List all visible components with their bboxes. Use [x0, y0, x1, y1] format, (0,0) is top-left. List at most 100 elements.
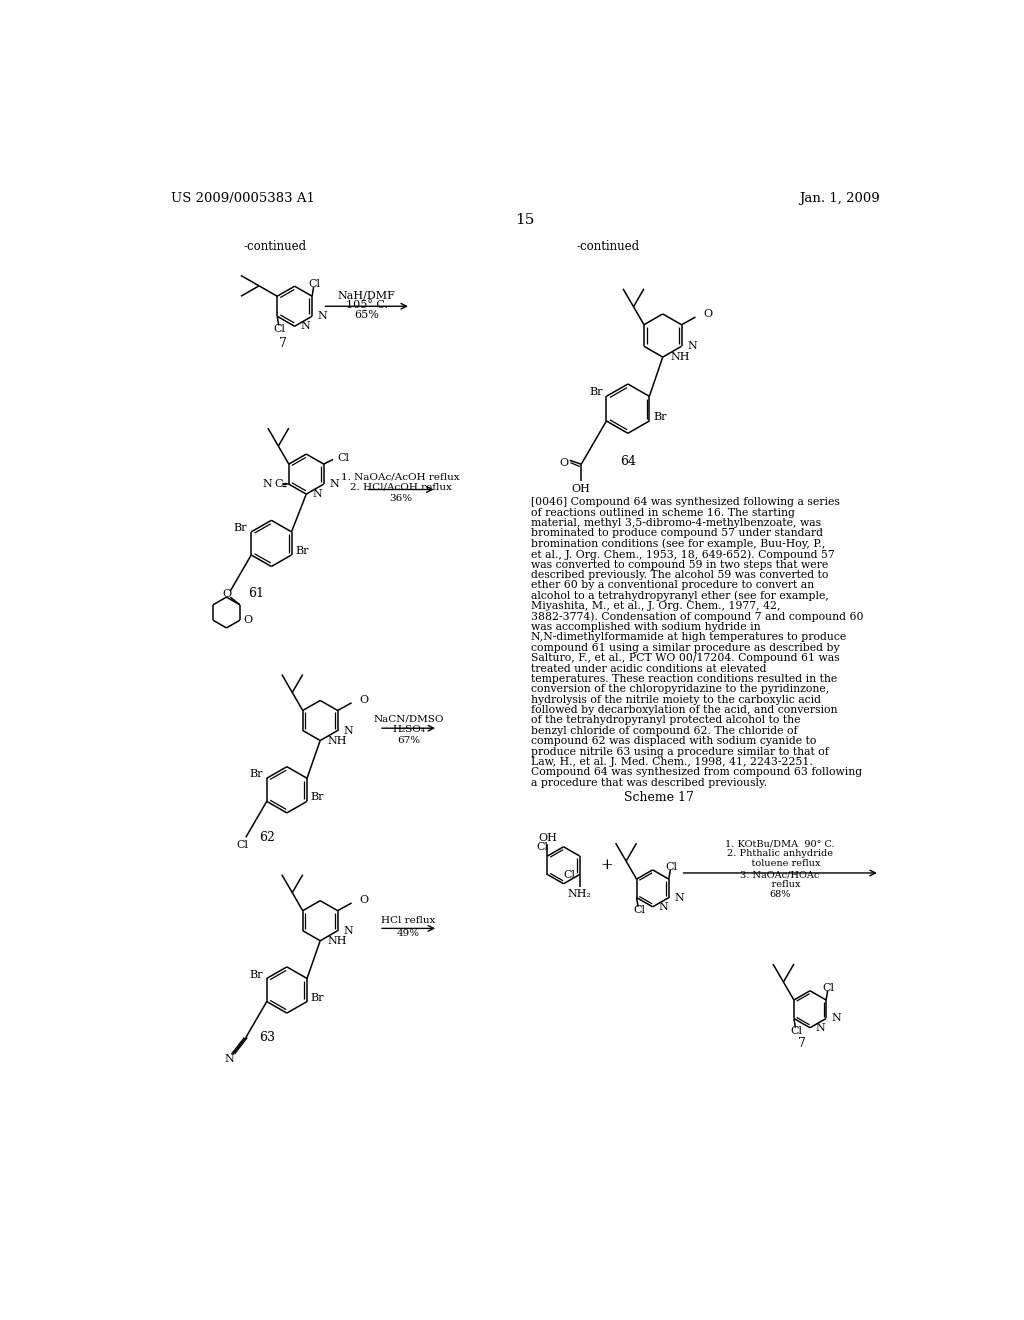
Text: Salturo, F., et al., PCT WO 00/17204. Compound 61 was: Salturo, F., et al., PCT WO 00/17204. Co… — [531, 653, 840, 663]
Text: Compound 64 was synthesized from compound 63 following: Compound 64 was synthesized from compoun… — [531, 767, 862, 777]
Text: NH: NH — [671, 352, 690, 362]
Text: N: N — [317, 312, 328, 321]
Text: bromination conditions (see for example, Buu-Hoy, P.,: bromination conditions (see for example,… — [531, 539, 825, 549]
Text: Cl: Cl — [666, 862, 677, 871]
Text: 15: 15 — [515, 213, 535, 227]
Text: was accomplished with sodium hydride in: was accomplished with sodium hydride in — [531, 622, 761, 632]
Text: Cl: Cl — [791, 1026, 802, 1036]
Text: a procedure that was described previously.: a procedure that was described previousl… — [531, 777, 767, 788]
Text: Br: Br — [295, 546, 309, 556]
Text: described previously. The alcohol 59 was converted to: described previously. The alcohol 59 was… — [531, 570, 828, 579]
Text: Cl: Cl — [308, 279, 321, 289]
Text: 7: 7 — [280, 337, 287, 350]
Text: Br: Br — [311, 993, 325, 1003]
Text: Scheme 17: Scheme 17 — [624, 791, 694, 804]
Text: NaCN/DMSO: NaCN/DMSO — [374, 714, 443, 723]
Text: 67%: 67% — [397, 737, 420, 744]
Text: NaH/DMF: NaH/DMF — [338, 290, 395, 301]
Text: reflux: reflux — [760, 880, 801, 888]
Text: 63: 63 — [259, 1031, 275, 1044]
Text: 1. KOtBu/DMA  90° C.: 1. KOtBu/DMA 90° C. — [725, 840, 835, 849]
Text: 36%: 36% — [389, 494, 413, 503]
Text: NH: NH — [328, 735, 347, 746]
Text: treated under acidic conditions at elevated: treated under acidic conditions at eleva… — [531, 664, 767, 673]
Text: [0046] Compound 64 was synthesized following a series: [0046] Compound 64 was synthesized follo… — [531, 498, 840, 507]
Text: N: N — [815, 1023, 825, 1032]
Text: N: N — [674, 892, 684, 903]
Text: material, methyl 3,5-dibromo-4-methylbenzoate, was: material, methyl 3,5-dibromo-4-methylben… — [531, 517, 821, 528]
Text: 105° C.: 105° C. — [346, 300, 388, 310]
Text: 65%: 65% — [354, 310, 379, 321]
Text: NH: NH — [328, 936, 347, 945]
Text: 3882-3774). Condensation of compound 7 and compound 60: 3882-3774). Condensation of compound 7 a… — [531, 611, 863, 622]
Text: was converted to compound 59 in two steps that were: was converted to compound 59 in two step… — [531, 560, 828, 569]
Text: Cl: Cl — [563, 870, 574, 879]
Text: -continued: -continued — [244, 240, 307, 253]
Text: followed by decarboxylation of the acid, and conversion: followed by decarboxylation of the acid,… — [531, 705, 838, 715]
Text: produce nitrile 63 using a procedure similar to that of: produce nitrile 63 using a procedure sim… — [531, 747, 828, 756]
Text: 2. HCl/AcOH reflux: 2. HCl/AcOH reflux — [350, 483, 452, 491]
Text: O: O — [703, 309, 713, 319]
Text: 62: 62 — [259, 832, 275, 843]
Text: compound 62 was displaced with sodium cyanide to: compound 62 was displaced with sodium cy… — [531, 737, 816, 746]
Text: O: O — [222, 589, 231, 599]
Text: HCl reflux: HCl reflux — [381, 916, 436, 925]
Text: Cl: Cl — [822, 982, 835, 993]
Text: compound 61 using a similar procedure as described by: compound 61 using a similar procedure as… — [531, 643, 840, 652]
Text: Miyashita, M., et al., J. Org. Chem., 1977, 42,: Miyashita, M., et al., J. Org. Chem., 19… — [531, 601, 780, 611]
Text: Law, H., et al. J. Med. Chem., 1998, 41, 2243-2251.: Law, H., et al. J. Med. Chem., 1998, 41,… — [531, 758, 813, 767]
Text: 68%: 68% — [769, 890, 791, 899]
Text: ether 60 by a conventional procedure to convert an: ether 60 by a conventional procedure to … — [531, 581, 814, 590]
Text: hydrolysis of the nitrile moiety to the carboxylic acid: hydrolysis of the nitrile moiety to the … — [531, 694, 821, 705]
Text: O: O — [560, 458, 568, 467]
Text: 64: 64 — [620, 454, 636, 467]
Text: Br: Br — [250, 970, 263, 979]
Text: N: N — [224, 1053, 234, 1064]
Text: Br: Br — [589, 388, 602, 397]
Text: 2. Phthalic anhydride: 2. Phthalic anhydride — [727, 849, 834, 858]
Text: Br: Br — [250, 770, 263, 779]
Text: 7: 7 — [799, 1038, 806, 1051]
Text: Br: Br — [311, 792, 325, 803]
Text: H₂SO₄: H₂SO₄ — [392, 725, 425, 734]
Text: toluene reflux: toluene reflux — [739, 859, 821, 869]
Text: O: O — [359, 694, 369, 705]
Text: 1. NaOAc/AcOH reflux: 1. NaOAc/AcOH reflux — [341, 473, 460, 482]
Text: OH: OH — [538, 833, 557, 842]
Text: 49%: 49% — [397, 928, 420, 937]
Text: N: N — [312, 490, 323, 499]
Text: of reactions outlined in scheme 16. The starting: of reactions outlined in scheme 16. The … — [531, 508, 795, 517]
Text: Br: Br — [653, 412, 667, 422]
Text: C: C — [274, 479, 283, 490]
Text: N: N — [658, 902, 668, 912]
Text: Cl: Cl — [536, 842, 548, 851]
Text: of the tetrahydropyranyl protected alcohol to the: of the tetrahydropyranyl protected alcoh… — [531, 715, 801, 726]
Text: O: O — [359, 895, 369, 906]
Text: N: N — [300, 321, 310, 331]
Text: conversion of the chloropyridazine to the pyridinzone,: conversion of the chloropyridazine to th… — [531, 684, 829, 694]
Text: N: N — [262, 479, 271, 490]
Text: brominated to produce compound 57 under standard: brominated to produce compound 57 under … — [531, 528, 823, 539]
Text: Jan. 1, 2009: Jan. 1, 2009 — [799, 191, 880, 205]
Text: N,N-dimethylformamide at high temperatures to produce: N,N-dimethylformamide at high temperatur… — [531, 632, 846, 643]
Text: Cl: Cl — [273, 323, 286, 334]
Text: Cl: Cl — [338, 453, 349, 463]
Text: OH: OH — [571, 484, 591, 494]
Text: 61: 61 — [248, 587, 264, 601]
Text: N: N — [344, 726, 353, 735]
Text: N: N — [831, 1014, 842, 1023]
Text: N: N — [330, 479, 340, 490]
Text: Cl: Cl — [633, 906, 645, 915]
Text: Cl: Cl — [236, 840, 248, 850]
Text: NH₂: NH₂ — [567, 888, 592, 899]
Text: benzyl chloride of compound 62. The chloride of: benzyl chloride of compound 62. The chlo… — [531, 726, 798, 735]
Text: US 2009/0005383 A1: US 2009/0005383 A1 — [171, 191, 314, 205]
Text: N: N — [688, 342, 697, 351]
Text: et al., J. Org. Chem., 1953, 18, 649-652). Compound 57: et al., J. Org. Chem., 1953, 18, 649-652… — [531, 549, 835, 560]
Text: N: N — [344, 925, 353, 936]
Text: 3. NaOAc/HOAc: 3. NaOAc/HOAc — [740, 870, 820, 879]
Text: Br: Br — [233, 523, 248, 533]
Text: temperatures. These reaction conditions resulted in the: temperatures. These reaction conditions … — [531, 675, 838, 684]
Text: -continued: -continued — [577, 240, 640, 253]
Text: alcohol to a tetrahydropyranyl ether (see for example,: alcohol to a tetrahydropyranyl ether (se… — [531, 591, 828, 602]
